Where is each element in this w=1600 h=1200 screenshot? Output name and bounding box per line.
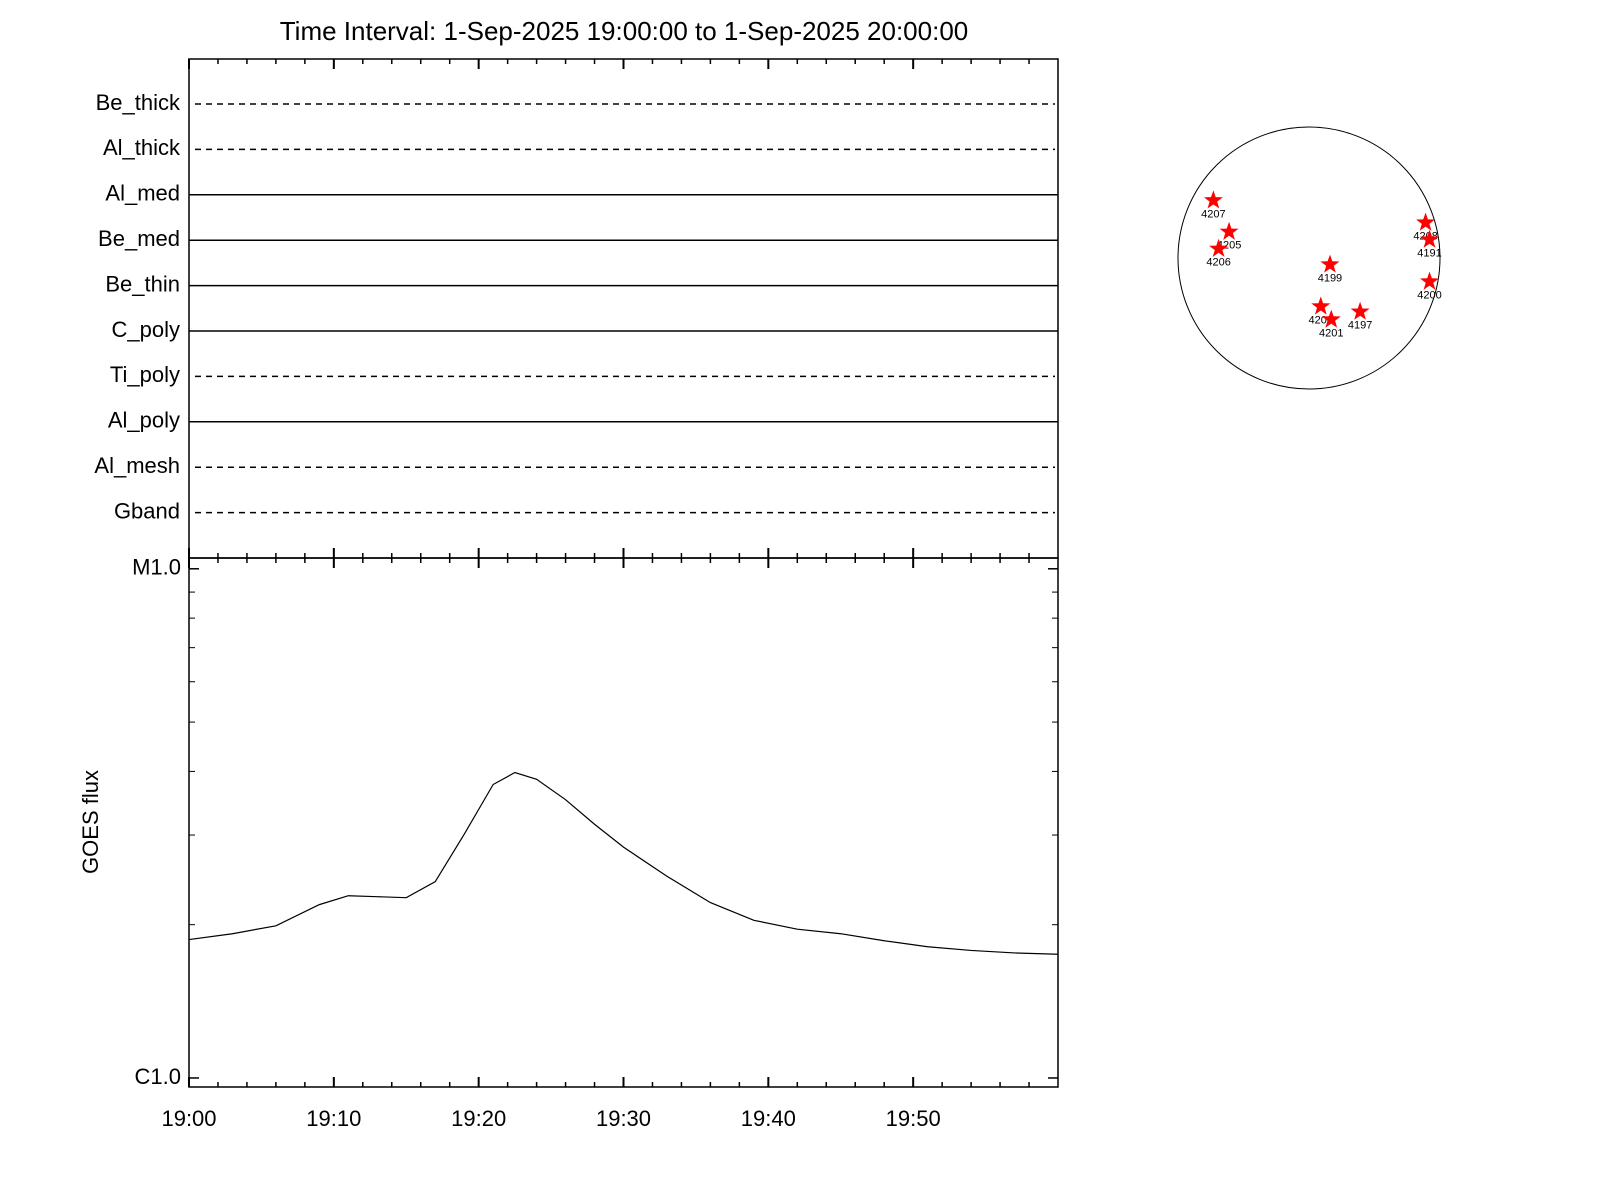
active-region-label: 4207 (1201, 208, 1225, 220)
y-tick-label: C1.0 (135, 1064, 181, 1089)
y-axis-label: GOES flux (78, 770, 103, 874)
y-tick-label: M1.0 (132, 555, 181, 580)
x-tick-label: 19:10 (306, 1106, 361, 1131)
active-region-label: 4199 (1318, 272, 1342, 284)
active-region-label: 4200 (1417, 289, 1441, 301)
solar-disc (1177, 126, 1441, 390)
filter-label: Be_thin (105, 271, 180, 296)
active-region-marker (1219, 221, 1239, 240)
active-region-marker (1203, 190, 1223, 209)
active-region-marker (1420, 229, 1439, 248)
active-region-label: 4201 (1319, 327, 1343, 339)
active-region-label: 4206 (1206, 257, 1230, 269)
filter-label: Ti_poly (110, 362, 180, 387)
goes-panel-frame (188, 557, 1059, 1088)
active-region-marker (1320, 254, 1340, 273)
active-region-marker (1311, 296, 1331, 315)
x-tick-label: 19:20 (451, 1106, 506, 1131)
x-tick-label: 19:00 (161, 1106, 216, 1131)
goes-curve (188, 771, 1059, 955)
x-tick-label: 19:30 (596, 1106, 651, 1131)
filter-label: Gband (114, 498, 180, 523)
filter-panel-frame (188, 58, 1059, 559)
active-region-label: 4191 (1417, 248, 1441, 260)
filter-label: Be_thick (96, 90, 181, 115)
filter-label: Al_thick (103, 135, 181, 160)
active-region-marker (1350, 301, 1370, 320)
chart-title: Time Interval: 1-Sep-2025 19:00:00 to 1-… (280, 16, 969, 46)
active-region-marker (1321, 309, 1341, 328)
filter-label: Al_mesh (94, 453, 180, 478)
filter-label: Al_poly (108, 408, 180, 433)
x-tick-label: 19:50 (886, 1106, 941, 1131)
active-region-marker (1420, 271, 1439, 290)
filter-label: C_poly (112, 317, 180, 342)
active-region-label: 4197 (1348, 320, 1372, 332)
active-region-marker (1416, 212, 1436, 231)
filter-label: Al_med (105, 181, 180, 206)
filter-label: Be_med (98, 226, 180, 251)
x-tick-label: 19:40 (741, 1106, 796, 1131)
active-region-marker (1209, 238, 1229, 257)
